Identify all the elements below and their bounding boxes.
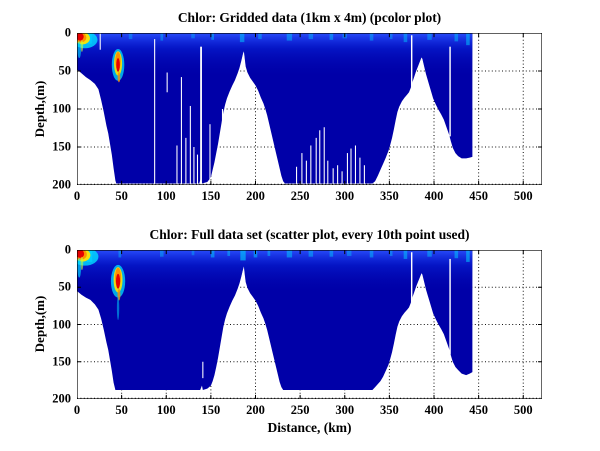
x-tick-label: 400 (424, 189, 444, 203)
x-tick-label: 150 (201, 189, 221, 203)
y-tick-label: 100 (52, 101, 71, 116)
x-tick-label: 500 (513, 189, 533, 203)
x-tick-label: 500 (513, 403, 533, 417)
x-tick-label: 200 (246, 403, 265, 417)
y-tick-label: 0 (64, 242, 71, 257)
y-tick-label: 50 (58, 279, 72, 294)
top-plot-area (77, 33, 542, 185)
x-tick-label: 250 (290, 403, 310, 417)
x-tick-label: 450 (469, 403, 488, 417)
x-tick-label: 450 (469, 189, 488, 203)
bottom-plot-area (77, 250, 542, 399)
y-tick-label: 150 (52, 354, 71, 369)
x-tick-label: 150 (201, 403, 221, 417)
x-tick-label: 0 (73, 189, 81, 203)
x-tick-label: 350 (380, 403, 399, 417)
x-tick-label: 250 (290, 189, 310, 203)
x-tick-label: 300 (335, 189, 355, 203)
y-tick-label: 200 (52, 177, 71, 192)
x-tick-label: 350 (380, 189, 399, 203)
x-tick-label: 50 (115, 189, 128, 203)
x-tick-label: 300 (335, 403, 355, 417)
x-tick-label: 100 (156, 403, 176, 417)
bottom-heatmap-svg (77, 250, 542, 399)
top-heatmap-svg (77, 33, 542, 185)
y-tick-label: 200 (52, 391, 71, 406)
y-tick-label: 150 (52, 139, 71, 154)
x-tick-label: 50 (115, 403, 128, 417)
y-tick-label: 50 (58, 63, 72, 78)
top-plot-title: Chlor: Gridded data (1km x 4m) (pcolor p… (177, 10, 442, 25)
x-tick-label: 200 (246, 189, 265, 203)
x-axis-label: Distance, (km) (267, 420, 352, 435)
x-tick-label: 0 (73, 403, 81, 417)
x-tick-label: 400 (424, 403, 444, 417)
bottom-plot-title: Chlor: Full data set (scatter plot, ever… (149, 227, 470, 242)
x-tick-label: 100 (156, 189, 176, 203)
y-tick-label: 0 (64, 25, 71, 40)
y-tick-label: 100 (52, 317, 71, 331)
